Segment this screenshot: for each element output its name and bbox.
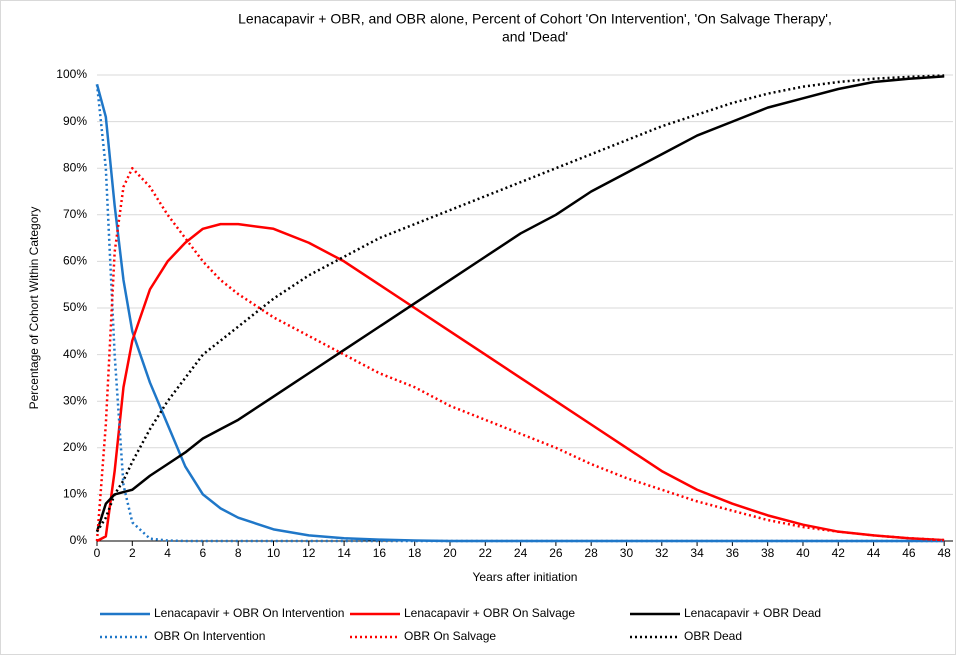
- x-tick-label: 26: [549, 546, 563, 560]
- x-tick-label: 28: [585, 546, 599, 560]
- x-axis-label: Years after initiation: [473, 570, 578, 584]
- x-tick-label: 46: [902, 546, 916, 560]
- y-tick-label: 0%: [70, 533, 88, 547]
- series-line: [95, 74, 945, 533]
- x-tick-label: 40: [796, 546, 810, 560]
- x-tick-label: 12: [302, 546, 316, 560]
- legend-label: OBR On Salvage: [404, 629, 496, 643]
- legend-label: OBR On Intervention: [154, 629, 265, 643]
- y-tick-label: 80%: [63, 160, 87, 174]
- chart-title: and 'Dead': [502, 29, 568, 45]
- x-tick-label: 48: [937, 546, 951, 560]
- x-tick-label: 34: [690, 546, 704, 560]
- series-line: [95, 75, 945, 533]
- legend-label: Lenacapavir + OBR On Intervention: [154, 606, 344, 620]
- x-tick-label: 14: [337, 546, 351, 560]
- x-tick-label: 4: [164, 546, 171, 560]
- legend-label: Lenacapavir + OBR Dead: [684, 606, 821, 620]
- chart-title: Lenacapavir + OBR, and OBR alone, Percen…: [238, 11, 832, 27]
- series-line: [95, 84, 945, 543]
- legend-label: OBR Dead: [684, 629, 742, 643]
- y-tick-label: 90%: [63, 114, 87, 128]
- x-tick-label: 22: [479, 546, 493, 560]
- y-tick-label: 50%: [63, 300, 87, 314]
- x-tick-label: 8: [235, 546, 242, 560]
- series-line: [95, 166, 945, 542]
- y-tick-label: 10%: [63, 487, 87, 501]
- x-tick-label: 0: [94, 546, 101, 560]
- x-tick-label: 2: [129, 546, 136, 560]
- x-tick-label: 10: [267, 546, 281, 560]
- series-line: [96, 222, 945, 543]
- y-tick-label: 20%: [63, 440, 87, 454]
- y-tick-label: 70%: [63, 207, 87, 221]
- x-tick-label: 36: [726, 546, 740, 560]
- x-tick-label: 38: [761, 546, 775, 560]
- y-axis-label: Percentage of Cohort Within Category: [27, 207, 41, 410]
- legend-label: Lenacapavir + OBR On Salvage: [404, 606, 575, 620]
- x-tick-label: 18: [408, 546, 422, 560]
- x-tick-label: 44: [867, 546, 881, 560]
- y-tick-label: 100%: [56, 67, 87, 81]
- x-tick-label: 42: [832, 546, 846, 560]
- y-tick-label: 40%: [63, 347, 87, 361]
- y-tick-label: 60%: [63, 254, 87, 268]
- y-tick-label: 30%: [63, 393, 87, 407]
- x-tick-label: 24: [514, 546, 528, 560]
- x-tick-label: 16: [373, 546, 387, 560]
- x-tick-label: 20: [443, 546, 457, 560]
- x-tick-label: 30: [620, 546, 634, 560]
- x-tick-label: 32: [655, 546, 669, 560]
- x-tick-label: 6: [200, 546, 207, 560]
